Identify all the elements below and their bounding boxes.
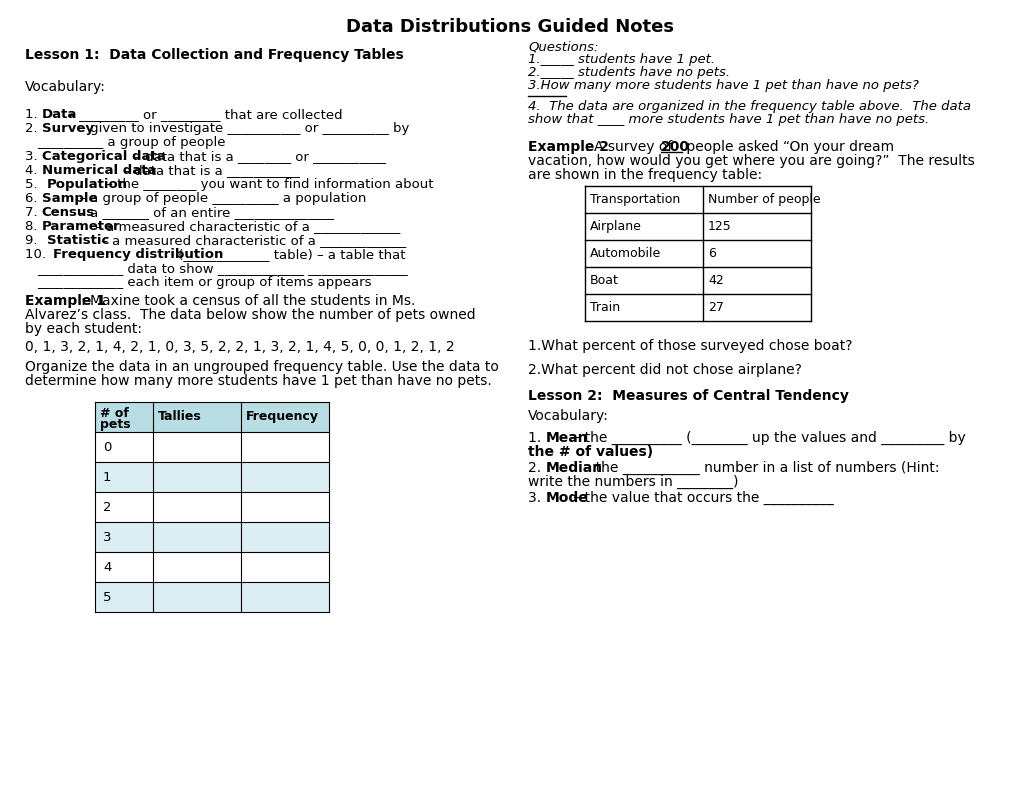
Text: (_____________ table) – a table that: (_____________ table) – a table that — [173, 248, 405, 261]
Text: Automobile: Automobile — [589, 247, 660, 260]
Text: Data: Data — [42, 108, 76, 121]
Text: Numerical data: Numerical data — [42, 164, 156, 177]
Text: Alvarez’s class.  The data below show the number of pets owned: Alvarez’s class. The data below show the… — [25, 308, 475, 322]
Text: 10.: 10. — [25, 248, 54, 261]
Text: Frequency: Frequency — [246, 410, 319, 423]
Text: Tallies: Tallies — [158, 410, 202, 423]
Text: Example 1: Example 1 — [25, 294, 106, 308]
Text: Vocabulary:: Vocabulary: — [25, 80, 106, 94]
Text: – _________ or _________ that are collected: – _________ or _________ that are collec… — [63, 108, 341, 121]
Text: Vocabulary:: Vocabulary: — [528, 409, 608, 423]
Text: Median: Median — [545, 461, 602, 475]
Text: __________ a group of people: __________ a group of people — [37, 136, 225, 149]
Text: show that ____ more students have 1 pet than have no pets.: show that ____ more students have 1 pet … — [528, 113, 928, 126]
Text: pets: pets — [100, 418, 130, 431]
Text: 4.: 4. — [25, 164, 42, 177]
Text: # of: # of — [100, 407, 128, 420]
Text: – a _______ of an entire _______________: – a _______ of an entire _______________ — [74, 206, 333, 219]
Text: 1.: 1. — [528, 431, 545, 445]
Text: Transportation: Transportation — [589, 193, 680, 206]
Text: Sample: Sample — [42, 192, 97, 205]
Text: 27: 27 — [707, 301, 723, 314]
Text: 4: 4 — [103, 561, 111, 574]
Text: vacation, how would you get where you are going?”  The results: vacation, how would you get where you ar… — [528, 154, 974, 168]
Text: Mode: Mode — [545, 491, 588, 505]
Text: 7.: 7. — [25, 206, 42, 219]
Text: Airplane: Airplane — [589, 220, 641, 233]
Text: Number of people: Number of people — [707, 193, 820, 206]
Text: 200: 200 — [660, 140, 689, 154]
Text: Lesson 1:  Data Collection and Frequency Tables: Lesson 1: Data Collection and Frequency … — [25, 48, 404, 62]
Text: 9.: 9. — [25, 234, 46, 247]
Text: 2.What percent did not chose airplane?: 2.What percent did not chose airplane? — [528, 363, 801, 377]
Text: Survey: Survey — [42, 122, 94, 135]
Text: : Maxine took a census of all the students in Ms.: : Maxine took a census of all the studen… — [81, 294, 415, 308]
Text: 4.  The data are organized in the frequency table above.  The data: 4. The data are organized in the frequen… — [528, 100, 970, 113]
Text: _____________ data to show _____________ _______________: _____________ data to show _____________… — [37, 262, 408, 275]
Text: Example 2: Example 2 — [528, 140, 608, 154]
Text: 1.What percent of those surveyed chose boat?: 1.What percent of those surveyed chose b… — [528, 339, 852, 353]
Text: 3.: 3. — [25, 150, 42, 163]
Text: Boat: Boat — [589, 274, 619, 287]
Text: Statistic: Statistic — [47, 234, 109, 247]
Text: 5.: 5. — [25, 178, 46, 191]
Text: – the __________ (________ up the values and _________ by: – the __________ (________ up the values… — [568, 431, 964, 445]
Text: – a group of people __________ a population: – a group of people __________ a populat… — [74, 192, 366, 205]
Text: 2.: 2. — [528, 461, 545, 475]
Text: 0, 1, 3, 2, 1, 4, 2, 1, 0, 3, 5, 2, 2, 1, 3, 2, 1, 4, 5, 0, 0, 1, 2, 1, 2: 0, 1, 3, 2, 1, 4, 2, 1, 0, 3, 5, 2, 2, 1… — [25, 340, 454, 354]
Text: Questions:: Questions: — [528, 40, 598, 53]
Text: 1: 1 — [103, 471, 111, 484]
Text: are shown in the frequency table:: are shown in the frequency table: — [528, 168, 761, 182]
Text: – a measured characteristic of a _____________: – a measured characteristic of a _______… — [97, 234, 406, 247]
Text: Frequency distribution: Frequency distribution — [53, 248, 223, 261]
Text: – the ___________ number in a list of numbers (Hint:: – the ___________ number in a list of nu… — [580, 461, 938, 475]
Text: – the ________ you want to find information about: – the ________ you want to find informat… — [102, 178, 433, 191]
Text: _____________ each item or group of items appears: _____________ each item or group of item… — [37, 276, 371, 289]
Text: – data that is a ___________: – data that is a ___________ — [118, 164, 300, 177]
Text: by each student:: by each student: — [25, 322, 142, 336]
Text: Data Distributions Guided Notes: Data Distributions Guided Notes — [345, 18, 674, 36]
Text: 3.How many more students have 1 pet than have no pets?: 3.How many more students have 1 pet than… — [528, 79, 918, 92]
Text: 2.: 2. — [25, 122, 42, 135]
Text: people asked “On your dream: people asked “On your dream — [682, 140, 894, 154]
Text: Categorical data: Categorical data — [42, 150, 165, 163]
Text: – the value that occurs the __________: – the value that occurs the __________ — [568, 491, 833, 505]
Text: 6: 6 — [707, 247, 715, 260]
Text: 1._____ students have 1 pet.: 1._____ students have 1 pet. — [528, 53, 714, 66]
Text: 2._____ students have no pets.: 2._____ students have no pets. — [528, 66, 730, 79]
Text: 3.: 3. — [528, 491, 545, 505]
Text: Parameter: Parameter — [42, 220, 120, 233]
Text: determine how many more students have 1 pet than have no pets.: determine how many more students have 1 … — [25, 374, 491, 388]
Text: 5: 5 — [103, 591, 111, 604]
Text: write the numbers in ________): write the numbers in ________) — [528, 475, 738, 489]
Text: 3: 3 — [103, 531, 111, 544]
Text: Organize the data in an ungrouped frequency table. Use the data to: Organize the data in an ungrouped freque… — [25, 360, 498, 374]
Text: : A survey of: : A survey of — [585, 140, 676, 154]
Text: 8.: 8. — [25, 220, 42, 233]
Text: – a measured characteristic of a _____________: – a measured characteristic of a _______… — [91, 220, 400, 233]
Text: – data that is a ________ or ___________: – data that is a ________ or ___________ — [129, 150, 385, 163]
Text: the # of values): the # of values) — [528, 445, 652, 459]
Text: Mean: Mean — [545, 431, 587, 445]
Text: 2: 2 — [103, 501, 111, 514]
Text: Population: Population — [47, 178, 128, 191]
Text: 0: 0 — [103, 441, 111, 454]
Text: 42: 42 — [707, 274, 723, 287]
Text: 125: 125 — [707, 220, 731, 233]
Text: 6.: 6. — [25, 192, 42, 205]
Text: 1.: 1. — [25, 108, 42, 121]
Text: Lesson 2:  Measures of Central Tendency: Lesson 2: Measures of Central Tendency — [528, 389, 848, 403]
Text: – given to investigate ___________ or __________ by: – given to investigate ___________ or __… — [74, 122, 409, 135]
Text: Census: Census — [42, 206, 95, 219]
Text: Train: Train — [589, 301, 620, 314]
